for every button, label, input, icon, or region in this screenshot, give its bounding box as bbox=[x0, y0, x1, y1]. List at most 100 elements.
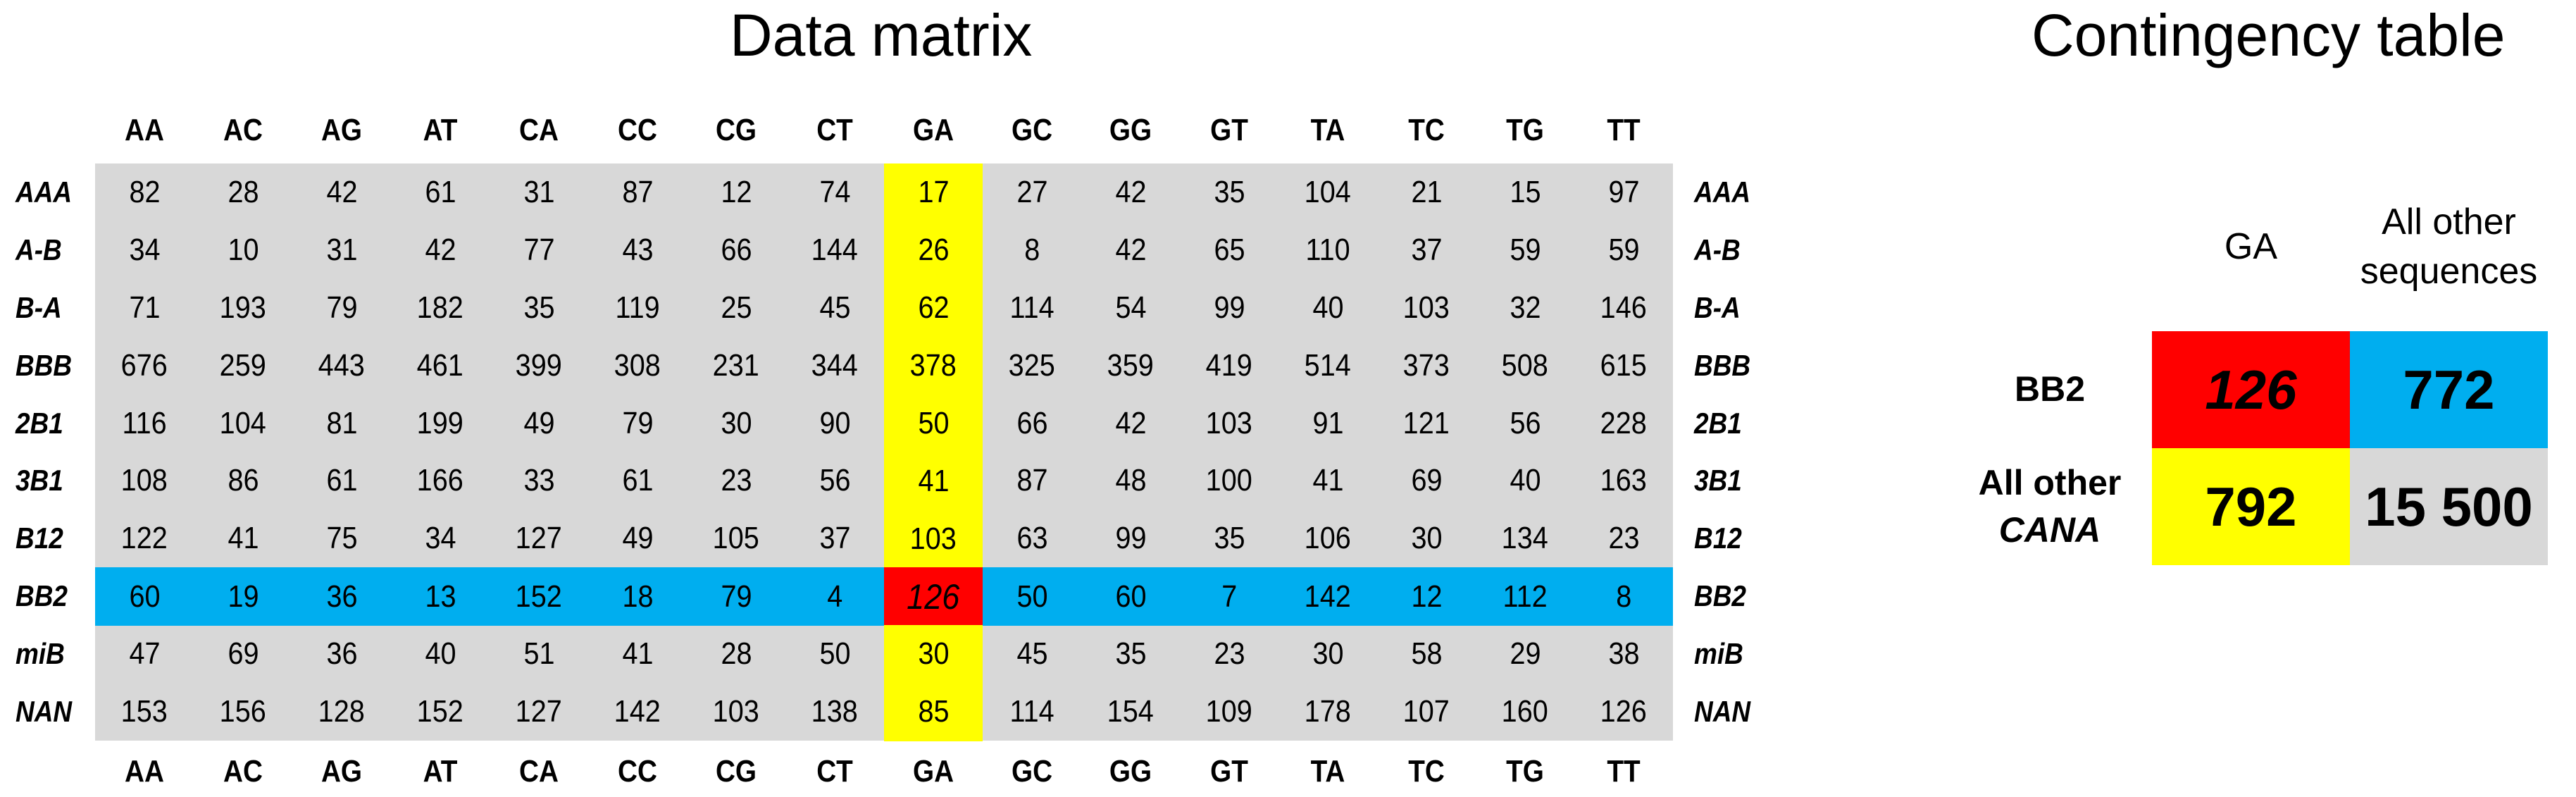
matrix-cell: 77 bbox=[523, 232, 555, 267]
matrix-cell: 178 bbox=[1304, 694, 1352, 729]
column-header-top: GC bbox=[1011, 113, 1053, 147]
matrix-cell: 90 bbox=[819, 405, 851, 440]
matrix-cell: 42 bbox=[424, 232, 456, 267]
matrix-cell: 105 bbox=[712, 521, 760, 556]
matrix-cell-highlight-column: 26 bbox=[884, 221, 983, 280]
row-header-right: 2B1 bbox=[1694, 406, 1742, 440]
column-header-bottom: TC bbox=[1408, 754, 1445, 789]
matrix-cell: 110 bbox=[1305, 232, 1350, 267]
matrix-cell-highlight-column: 378 bbox=[884, 336, 983, 395]
matrix-cell: 51 bbox=[523, 636, 555, 672]
matrix-cell: 156 bbox=[219, 694, 267, 729]
matrix-cell: 107 bbox=[1402, 694, 1450, 729]
contingency-cell: 126 bbox=[2152, 331, 2350, 448]
column-header-top: TC bbox=[1408, 113, 1445, 147]
matrix-cell-highlight-column: 103 bbox=[884, 509, 983, 568]
column-header-top: CA bbox=[519, 113, 559, 147]
matrix-cell: 50 bbox=[819, 636, 851, 672]
matrix-cell: 359 bbox=[1107, 347, 1155, 383]
row-header-left: BB2 bbox=[15, 579, 68, 613]
matrix-cell: 35 bbox=[523, 290, 555, 325]
matrix-cell-highlight-row: 79 bbox=[687, 567, 785, 626]
matrix-cell: 28 bbox=[720, 636, 752, 672]
column-header-top: TG bbox=[1506, 113, 1544, 147]
matrix-cell-highlight-row: 142 bbox=[1278, 567, 1377, 626]
column-header-bottom: TT bbox=[1607, 754, 1641, 789]
matrix-cell: 75 bbox=[325, 521, 358, 556]
matrix-cell: 61 bbox=[325, 463, 358, 498]
matrix-cell: 42 bbox=[1114, 174, 1147, 209]
matrix-cell: 199 bbox=[416, 405, 464, 440]
matrix-cell: 65 bbox=[1213, 232, 1245, 267]
matrix-cell: 21 bbox=[1410, 174, 1443, 209]
matrix-cell: 114 bbox=[1009, 694, 1054, 729]
matrix-cell: 344 bbox=[811, 347, 859, 383]
matrix-cell-highlight-row: 7 bbox=[1180, 567, 1278, 626]
row-header-left: B12 bbox=[15, 521, 63, 555]
row-header-left: miB bbox=[15, 637, 65, 671]
matrix-cell: 119 bbox=[615, 290, 660, 325]
matrix-cell: 23 bbox=[720, 463, 752, 498]
matrix-cell: 508 bbox=[1501, 347, 1549, 383]
matrix-cell: 45 bbox=[819, 290, 851, 325]
matrix-cell-highlight-column: 50 bbox=[884, 394, 983, 453]
matrix-cell: 37 bbox=[819, 521, 851, 556]
matrix-cell: 615 bbox=[1600, 347, 1648, 383]
matrix-cell: 36 bbox=[325, 636, 358, 672]
matrix-cell: 25 bbox=[720, 290, 752, 325]
matrix-cell-highlight-row: 112 bbox=[1476, 567, 1574, 626]
matrix-cell: 35 bbox=[1114, 636, 1147, 672]
matrix-cell: 30 bbox=[720, 405, 752, 440]
matrix-cell: 48 bbox=[1114, 463, 1147, 498]
matrix-cell: 109 bbox=[1205, 694, 1253, 729]
row-header-left: AAA bbox=[15, 175, 73, 209]
column-header-bottom: CC bbox=[618, 754, 657, 789]
matrix-cell: 8 bbox=[1023, 232, 1040, 267]
matrix-cell: 461 bbox=[416, 347, 464, 383]
column-header-bottom: GA bbox=[912, 754, 954, 789]
contingency-column-header: All other sequences bbox=[2360, 201, 2538, 292]
matrix-cell: 54 bbox=[1114, 290, 1147, 325]
matrix-cell: 153 bbox=[120, 694, 168, 729]
column-header-bottom: AA bbox=[125, 754, 164, 789]
matrix-cell-highlight-row: 12 bbox=[1377, 567, 1476, 626]
matrix-cell-highlight-row: 8 bbox=[1574, 567, 1673, 626]
row-header-right: B12 bbox=[1694, 521, 1742, 555]
column-header-bottom: AC bbox=[223, 754, 263, 789]
matrix-cell-highlight-row: 18 bbox=[588, 567, 687, 626]
matrix-cell: 69 bbox=[1410, 463, 1443, 498]
matrix-cell: 103 bbox=[1402, 290, 1450, 325]
matrix-cell: 114 bbox=[1009, 290, 1054, 325]
matrix-cell: 35 bbox=[1213, 174, 1245, 209]
column-header-top: CT bbox=[816, 113, 853, 147]
column-header-bottom: CG bbox=[715, 754, 757, 789]
matrix-cell: 31 bbox=[325, 232, 358, 267]
matrix-cell: 87 bbox=[621, 174, 654, 209]
column-header-bottom: TA bbox=[1310, 754, 1345, 789]
contingency-cell: 772 bbox=[2350, 331, 2548, 448]
matrix-cell: 66 bbox=[720, 232, 752, 267]
column-header-top: AG bbox=[321, 113, 363, 147]
matrix-cell: 30 bbox=[1410, 521, 1443, 556]
matrix-cell: 182 bbox=[416, 290, 464, 325]
matrix-cell: 41 bbox=[621, 636, 654, 672]
matrix-cell: 38 bbox=[1607, 636, 1640, 672]
matrix-cell: 514 bbox=[1304, 347, 1352, 383]
matrix-cell: 228 bbox=[1600, 405, 1648, 440]
matrix-cell: 138 bbox=[811, 694, 859, 729]
matrix-cell: 41 bbox=[227, 521, 259, 556]
matrix-cell: 34 bbox=[424, 521, 456, 556]
matrix-cell: 31 bbox=[523, 174, 555, 209]
matrix-cell: 43 bbox=[621, 232, 654, 267]
matrix-cell: 103 bbox=[712, 694, 760, 729]
matrix-cell: 74 bbox=[819, 174, 851, 209]
matrix-cell: 58 bbox=[1410, 636, 1443, 672]
matrix-cell: 29 bbox=[1509, 636, 1541, 672]
matrix-cell: 59 bbox=[1509, 232, 1541, 267]
column-header-top: CC bbox=[618, 113, 657, 147]
matrix-cell: 144 bbox=[811, 232, 859, 267]
matrix-cell-highlight-column: 85 bbox=[884, 683, 983, 741]
row-header-right: miB bbox=[1694, 637, 1743, 671]
column-header-bottom: CA bbox=[519, 754, 559, 789]
matrix-cell: 325 bbox=[1008, 347, 1056, 383]
